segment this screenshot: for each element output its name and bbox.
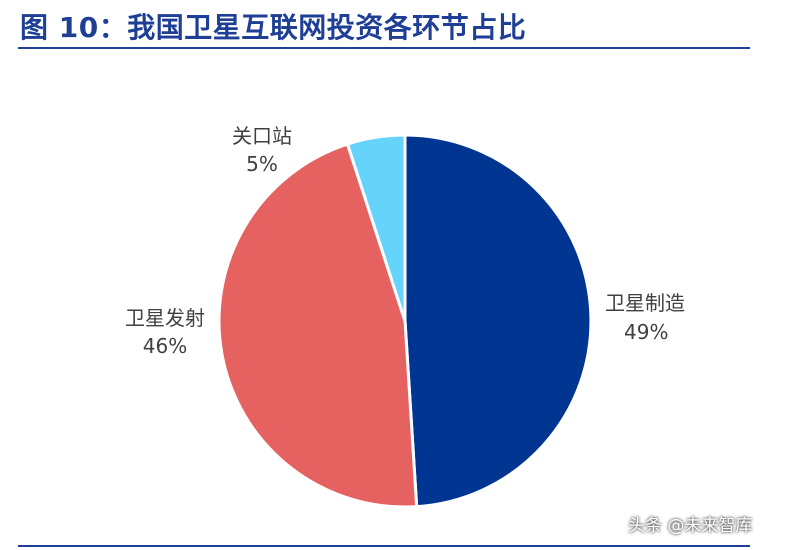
chart-title: 图 10：我国卫星互联网投资各环节占比 [20,11,527,44]
pie-slice-2 [346,133,407,323]
slice-label-0-value: 49% [624,320,668,344]
slice-label-1-value: 46% [143,334,187,358]
bottom-divider [18,545,750,547]
slice-label-1-name: 卫星发射 [125,306,205,330]
slice-label-0-name: 卫星制造 [605,291,685,315]
pie-slice-0 [403,133,593,509]
slice-label-2-value: 5% [246,152,278,176]
pie-slice-1 [217,142,419,509]
title-divider [18,47,750,49]
slice-label-2-name: 关口站 [232,124,292,148]
watermark: 头条 @未来智库 [628,516,753,536]
